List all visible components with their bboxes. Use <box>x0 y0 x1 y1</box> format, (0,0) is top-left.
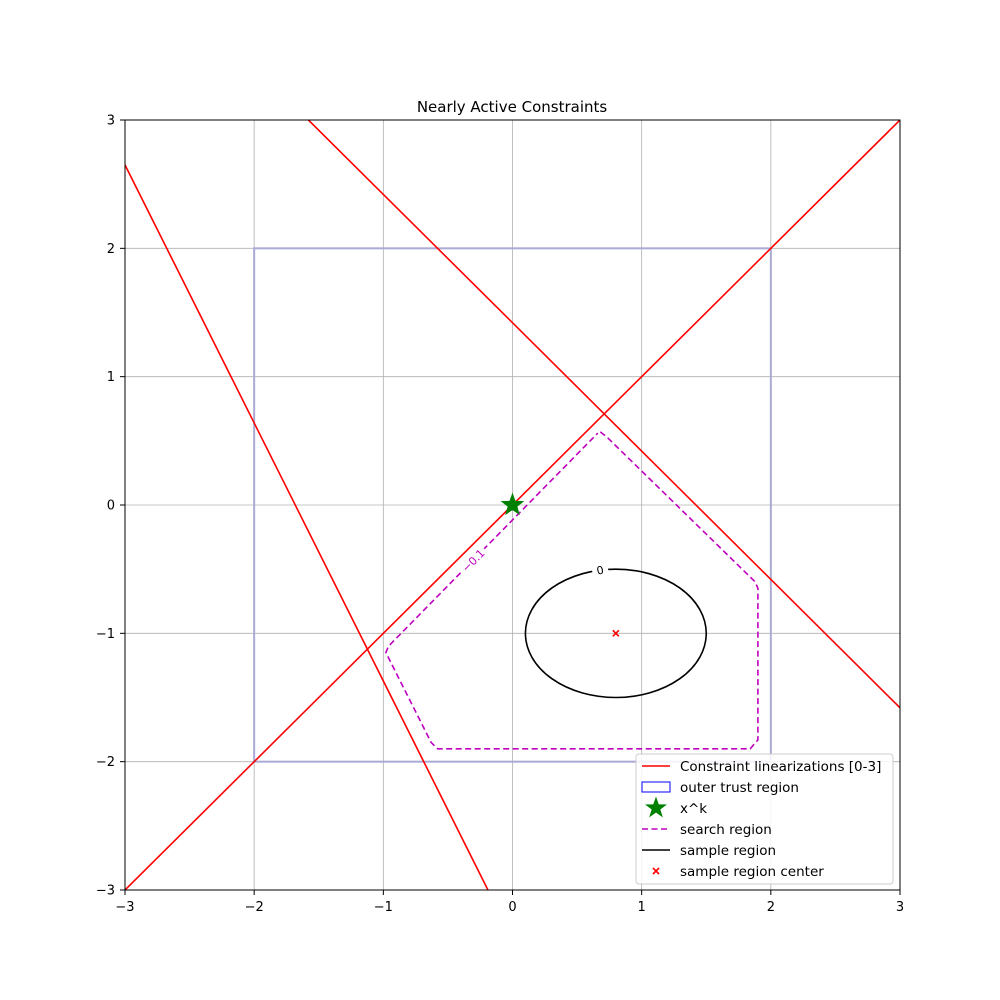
y-tick-label: −2 <box>96 755 115 770</box>
xk-star-marker <box>500 492 525 516</box>
sample-region-contour-label: 0 <box>595 564 605 578</box>
x-tick-label: −2 <box>245 900 264 915</box>
x-tick-label: 1 <box>638 900 646 915</box>
legend-box <box>635 753 894 885</box>
markers <box>500 492 620 637</box>
x-tick-label: 2 <box>767 900 775 915</box>
sample-region-center-marker <box>612 629 620 637</box>
plot-area: −0.1 0 <box>125 120 900 890</box>
legend-rect-swatch <box>641 781 671 793</box>
legend-label: outer trust region <box>680 780 799 796</box>
axis-ticks: −3 −2 −1 0 1 2 3 −3 −2 −1 0 1 2 3 <box>96 114 904 916</box>
y-tick-label: 0 <box>107 499 115 514</box>
legend-label: Constraint linearizations [0-3] <box>680 759 881 775</box>
outer-trust-region <box>253 247 772 763</box>
legend-x-swatch <box>652 867 660 875</box>
y-tick-label: 3 <box>107 114 115 129</box>
x-tick-label: 0 <box>508 900 516 915</box>
legend-label: search region <box>680 822 772 838</box>
search-region-label-bg <box>457 544 490 577</box>
search-region-line <box>385 431 759 750</box>
legend-label: x^k <box>680 801 707 817</box>
x-tick-label: −1 <box>374 900 393 915</box>
sample-region-ellipse <box>524 568 708 699</box>
legend-label: sample region <box>680 843 776 859</box>
constraint-line <box>125 164 489 890</box>
y-tick-label: −1 <box>96 627 115 642</box>
constraint-line <box>307 120 900 709</box>
legend-label: sample region center <box>680 864 824 880</box>
chart-title: Nearly Active Constraints <box>417 98 608 116</box>
x-tick-label: 3 <box>896 900 904 915</box>
y-tick-label: 1 <box>107 370 115 385</box>
legend: Constraint linearizations [0-3] outer tru… <box>635 753 894 885</box>
y-tick-label: −3 <box>96 884 115 899</box>
legend-star-swatch <box>645 796 667 818</box>
y-tick-label: 2 <box>107 242 115 257</box>
sample-region-label-bg <box>590 561 610 579</box>
x-tick-label: −3 <box>115 900 134 915</box>
